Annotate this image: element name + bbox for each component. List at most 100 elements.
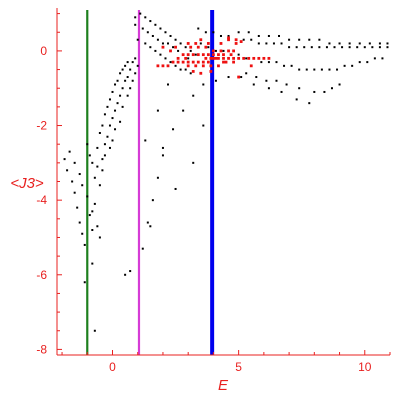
black-point-33 [96, 165, 99, 168]
black-point-61 [131, 79, 134, 82]
black-point-3 [73, 191, 76, 194]
black-point-4 [76, 206, 79, 209]
black-point-36 [106, 135, 109, 138]
black-point-173 [381, 57, 384, 60]
red-point-21 [262, 56, 266, 60]
black-point-87 [338, 83, 341, 86]
red-point-62 [237, 75, 241, 79]
black-point-168 [343, 64, 346, 67]
red-point-3 [171, 60, 175, 64]
black-point-127 [227, 34, 230, 37]
black-point-103 [146, 31, 149, 34]
black-point-161 [290, 64, 293, 67]
red-point-34 [232, 49, 235, 53]
black-point-20 [98, 131, 101, 134]
black-point-200 [174, 187, 177, 190]
red-point-48 [174, 45, 177, 49]
black-point-77 [202, 83, 205, 86]
black-point-62 [134, 72, 137, 75]
black-point-93 [159, 27, 162, 30]
red-point-19 [252, 56, 256, 60]
red-point-51 [206, 42, 210, 45]
black-point-195 [298, 87, 301, 90]
red-point-30 [212, 53, 215, 57]
black-point-134 [280, 42, 283, 45]
black-point-2 [71, 180, 74, 183]
black-point-164 [313, 68, 316, 71]
black-point-126 [219, 34, 222, 37]
black-point-44 [126, 76, 129, 79]
black-point-187 [368, 42, 371, 45]
red-point-66 [214, 56, 218, 60]
red-point-56 [234, 38, 238, 42]
black-point-84 [295, 98, 298, 101]
black-point-115 [154, 49, 157, 52]
red-point-43 [196, 45, 200, 49]
y-tick-label: -6 [36, 268, 47, 282]
black-point-177 [267, 34, 270, 37]
black-point-7 [83, 243, 86, 246]
y-tick-label: -2 [36, 119, 47, 133]
red-point-28 [201, 53, 205, 57]
red-point-32 [222, 53, 225, 57]
black-point-73 [161, 154, 164, 157]
black-point-88 [134, 16, 137, 19]
black-point-9 [73, 161, 76, 164]
red-point-61 [249, 64, 253, 68]
red-point-45 [212, 49, 215, 53]
black-point-10 [78, 173, 81, 176]
black-point-23 [106, 105, 109, 108]
black-point-102 [141, 27, 144, 30]
black-point-130 [250, 38, 253, 41]
red-point-49 [161, 45, 165, 49]
black-point-55 [111, 139, 114, 142]
black-point-95 [169, 34, 172, 37]
black-point-112 [136, 38, 139, 41]
black-point-38 [111, 117, 114, 120]
black-point-30 [124, 64, 127, 67]
black-point-75 [182, 109, 185, 112]
black-point-76 [192, 94, 195, 97]
red-point-17 [242, 56, 246, 60]
black-point-24 [108, 98, 111, 101]
black-point-58 [121, 105, 124, 108]
black-point-142 [341, 46, 344, 49]
black-point-71 [151, 199, 154, 202]
black-point-108 [172, 46, 175, 49]
black-point-141 [333, 46, 336, 49]
red-point-64 [194, 42, 198, 45]
black-point-198 [192, 161, 195, 164]
black-point-124 [204, 31, 207, 34]
black-point-159 [275, 61, 278, 64]
black-point-15 [98, 236, 101, 239]
x-tick-label: 5 [235, 360, 242, 374]
red-point-46 [219, 49, 223, 53]
black-point-162 [298, 68, 301, 71]
black-point-135 [288, 46, 291, 49]
red-point-9 [201, 60, 205, 64]
red-point-31 [217, 53, 220, 57]
black-point-79 [227, 76, 230, 79]
black-point-56 [114, 128, 117, 131]
black-point-104 [151, 34, 154, 37]
black-point-46 [131, 61, 134, 64]
red-point-2 [166, 64, 170, 68]
black-point-160 [283, 64, 286, 67]
black-point-182 [318, 38, 321, 41]
red-point-25 [186, 53, 190, 57]
black-point-191 [255, 76, 258, 79]
black-point-183 [328, 42, 331, 45]
tick-labels: -8 -6 -4 -2 0 0 5 10 [36, 44, 371, 374]
black-point-117 [164, 57, 167, 60]
y-tick-label: -8 [36, 342, 47, 356]
red-point-65 [184, 56, 188, 60]
x-axis-title: E [218, 377, 229, 394]
black-point-48 [88, 214, 91, 217]
black-point-145 [363, 46, 366, 49]
black-point-26 [114, 83, 117, 86]
red-point-60 [209, 70, 213, 73]
vertical-lines [86, 10, 215, 355]
red-point-15 [232, 56, 235, 60]
red-point-1 [161, 64, 165, 68]
black-point-8 [68, 150, 71, 153]
